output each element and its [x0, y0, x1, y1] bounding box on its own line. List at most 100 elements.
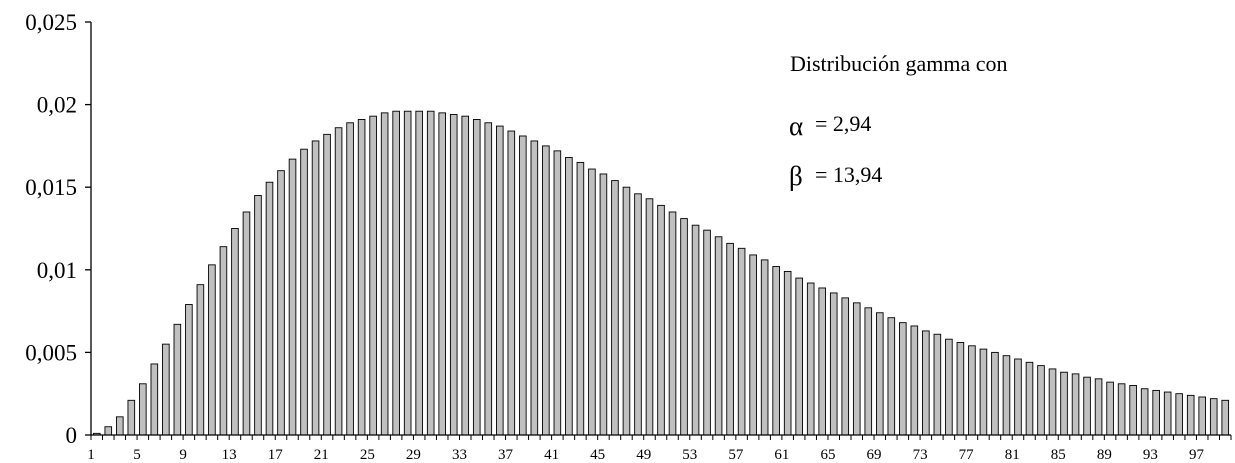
bar-71	[899, 322, 907, 436]
bar-3	[115, 416, 124, 436]
bar-22	[334, 127, 343, 436]
bar-50	[657, 204, 665, 436]
bar-70	[887, 317, 896, 436]
bar-13	[231, 228, 239, 436]
bar-82	[1025, 361, 1034, 436]
bar-54	[703, 229, 711, 436]
bar-81	[1014, 358, 1022, 436]
bar-47	[622, 186, 631, 436]
distribution-annotation: Distribución gamma con α = 2,94 β = 13,9…	[789, 51, 1008, 191]
bar-19	[300, 148, 308, 436]
bar-98	[1209, 398, 1218, 436]
x-tick-label: 25	[360, 447, 375, 463]
bar-5	[139, 383, 147, 436]
x-tick-label: 17	[268, 447, 284, 463]
bar-74	[933, 333, 942, 436]
bar-55	[714, 236, 723, 436]
bar-4	[127, 399, 136, 436]
beta-value: = 13,94	[815, 162, 882, 187]
bar-53	[691, 224, 700, 436]
bar-40	[542, 145, 550, 436]
bar-62	[795, 277, 803, 436]
x-tick-label: 29	[406, 447, 421, 463]
y-tick-label: 0,02	[37, 93, 77, 118]
bar-15	[254, 195, 262, 436]
bar-11	[208, 264, 216, 436]
bar-91	[1129, 384, 1137, 436]
bar-33	[461, 115, 470, 436]
bar-series	[92, 110, 1230, 436]
x-tick-label: 97	[1189, 447, 1205, 463]
y-axis-ticks: 0 0,005 0,01 0,015 0,02 0,025	[25, 10, 91, 448]
bar-67	[852, 302, 861, 436]
bar-18	[288, 158, 297, 436]
bar-43	[576, 161, 585, 436]
bar-52	[680, 218, 688, 436]
bar-26	[380, 112, 389, 436]
bar-72	[910, 325, 919, 436]
y-tick-label: 0,025	[25, 10, 77, 35]
x-tick-label: 1	[87, 447, 95, 463]
bar-24	[357, 119, 366, 436]
x-tick-label: 57	[728, 447, 744, 463]
x-tick-label: 33	[452, 447, 467, 463]
x-tick-label: 5	[133, 447, 141, 463]
x-tick-label: 53	[682, 447, 697, 463]
bar-90	[1117, 383, 1126, 436]
beta-symbol: β	[789, 161, 803, 191]
bar-41	[553, 150, 562, 436]
bar-60	[772, 266, 780, 436]
x-tick-label: 89	[1097, 447, 1112, 463]
bar-29	[415, 110, 423, 436]
bar-76	[956, 342, 965, 436]
y-tick-label: 0,005	[25, 340, 77, 365]
bar-78	[979, 348, 988, 436]
bar-85	[1060, 371, 1068, 436]
x-tick-label: 65	[820, 447, 835, 463]
x-tick-label: 93	[1143, 447, 1158, 463]
bar-68	[864, 307, 873, 436]
y-tick-label: 0,015	[25, 175, 77, 200]
bar-69	[876, 312, 884, 436]
bar-93	[1152, 389, 1160, 436]
bar-92	[1140, 388, 1149, 436]
bar-88	[1094, 378, 1103, 436]
x-tick-label: 77	[959, 447, 975, 463]
bar-94	[1163, 391, 1172, 436]
bar-35	[484, 122, 493, 436]
bar-6	[150, 363, 159, 436]
bar-16	[265, 181, 274, 436]
bar-63	[806, 282, 815, 436]
bar-95	[1175, 393, 1183, 436]
bar-89	[1106, 381, 1114, 436]
bar-57	[737, 247, 746, 436]
x-axis-ticks: 1 5 9 13 17 21 25 29 33 37 41 45 49 53 57 61 65 69 73 77 81 8…	[87, 435, 1232, 463]
bar-31	[438, 112, 446, 436]
x-tick-label: 9	[179, 447, 187, 463]
bar-30	[426, 110, 435, 436]
bar-2	[104, 426, 113, 436]
x-tick-label: 73	[913, 447, 928, 463]
bar-61	[783, 271, 792, 436]
y-tick-label: 0,01	[37, 258, 77, 283]
bar-42	[565, 157, 573, 436]
bar-58	[749, 254, 757, 436]
bar-75	[945, 338, 953, 436]
x-tick-label: 13	[222, 447, 237, 463]
bar-56	[726, 242, 734, 436]
bar-38	[519, 135, 527, 436]
y-tick-label: 0	[66, 423, 78, 448]
bar-49	[645, 198, 654, 436]
bar-80	[1002, 355, 1011, 436]
bar-7	[162, 343, 170, 436]
bar-45	[599, 173, 608, 436]
x-tick-label: 69	[867, 447, 882, 463]
bar-17	[277, 170, 285, 436]
bar-23	[346, 122, 354, 436]
bar-59	[760, 259, 769, 436]
bar-25	[369, 115, 377, 436]
bar-9	[185, 304, 193, 436]
bar-27	[392, 110, 400, 436]
bar-97	[1198, 396, 1206, 436]
